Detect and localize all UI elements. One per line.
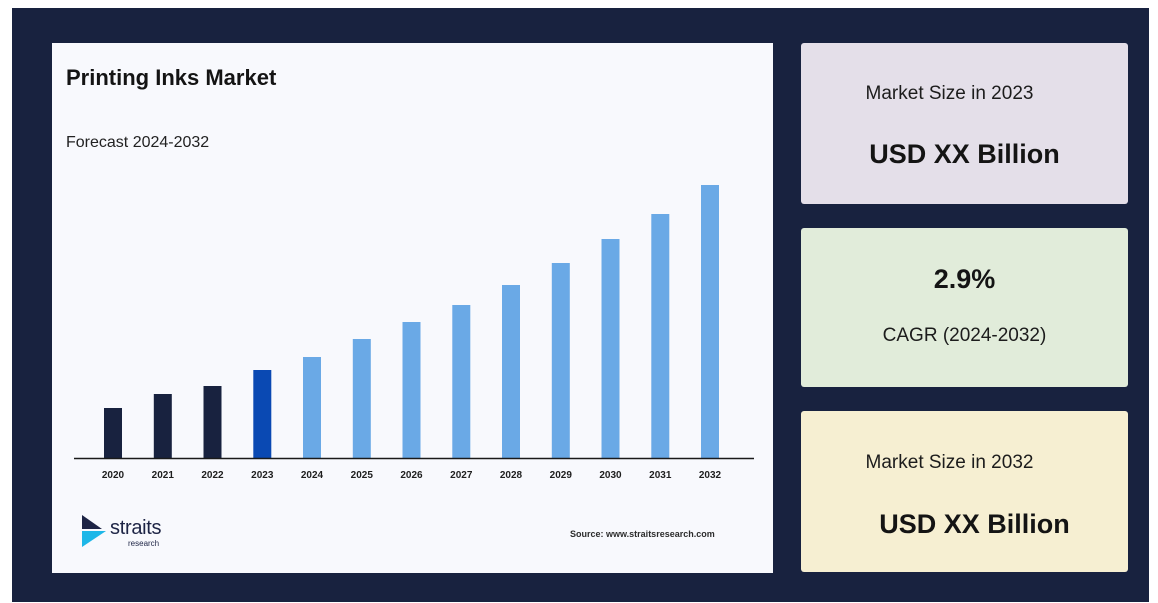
market-size-2032-label: Market Size in 2032: [865, 452, 1034, 473]
bar-2024: [303, 357, 321, 458]
bar-2030: [601, 239, 620, 458]
chart-title: Printing Inks Market: [66, 65, 277, 90]
bar-chart: 2020 2021 2022 2023 2024 2025 2026 2027 2028 2029…: [74, 185, 754, 481]
cagr-value: 2.9%: [933, 264, 996, 294]
x-tick-label-2030: 2030: [599, 470, 622, 481]
bar-2025: [352, 339, 371, 458]
bar-2031: [651, 214, 670, 458]
x-tick-label-2025: 2025: [351, 470, 374, 481]
bar-2026: [402, 322, 421, 458]
x-tick-label-2032: 2032: [699, 470, 722, 481]
bar-2029: [551, 263, 570, 458]
bar-2022: [203, 386, 222, 458]
source-note: Source: www.straitsresearch.com: [570, 529, 715, 539]
bar-2021: [153, 394, 172, 458]
chart-panel: Printing Inks Market Forecast 2024-2032 …: [52, 43, 773, 573]
x-tick-label-2027: 2027: [450, 470, 473, 481]
market-size-2032-card: Market Size in 2032 USD XX Billion: [801, 411, 1128, 572]
x-tick-label-2029: 2029: [550, 470, 573, 481]
cagr-label: CAGR (2024-2032): [882, 325, 1047, 346]
bar-2023: [253, 370, 272, 458]
x-tick-label-2023: 2023: [251, 470, 274, 481]
bar-2027: [452, 305, 471, 458]
x-tick-label-2026: 2026: [400, 470, 423, 481]
bar-2032: [701, 185, 719, 458]
infographic-frame: Printing Inks Market Forecast 2024-2032 …: [12, 8, 1149, 602]
x-tick-label-2031: 2031: [649, 470, 672, 481]
market-size-2023-value: USD XX Billion: [869, 139, 1060, 169]
x-tick-label-2022: 2022: [201, 470, 224, 481]
logo-wordmark: straits: [110, 517, 162, 539]
x-tick-label-2020: 2020: [102, 470, 125, 481]
bar-2020: [104, 408, 122, 458]
chart-subtitle: Forecast 2024-2032: [66, 134, 210, 151]
market-size-2032-value: USD XX Billion: [879, 509, 1070, 539]
straits-logo: straits research: [80, 513, 200, 553]
market-size-2023-label: Market Size in 2023: [865, 83, 1034, 104]
x-tick-label-2028: 2028: [500, 470, 523, 481]
cagr-card: 2.9% CAGR (2024-2032): [801, 228, 1128, 387]
x-tick-label-2021: 2021: [152, 470, 175, 481]
bar-2028: [502, 285, 520, 458]
straits-logo-icon: [82, 515, 106, 547]
x-tick-label-2024: 2024: [301, 470, 324, 481]
logo-subtext: research: [128, 539, 160, 548]
market-size-2023-card: Market Size in 2023 USD XX Billion: [801, 43, 1128, 204]
